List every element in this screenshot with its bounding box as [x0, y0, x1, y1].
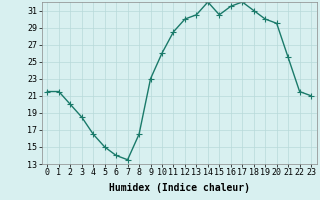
X-axis label: Humidex (Indice chaleur): Humidex (Indice chaleur) — [109, 183, 250, 193]
